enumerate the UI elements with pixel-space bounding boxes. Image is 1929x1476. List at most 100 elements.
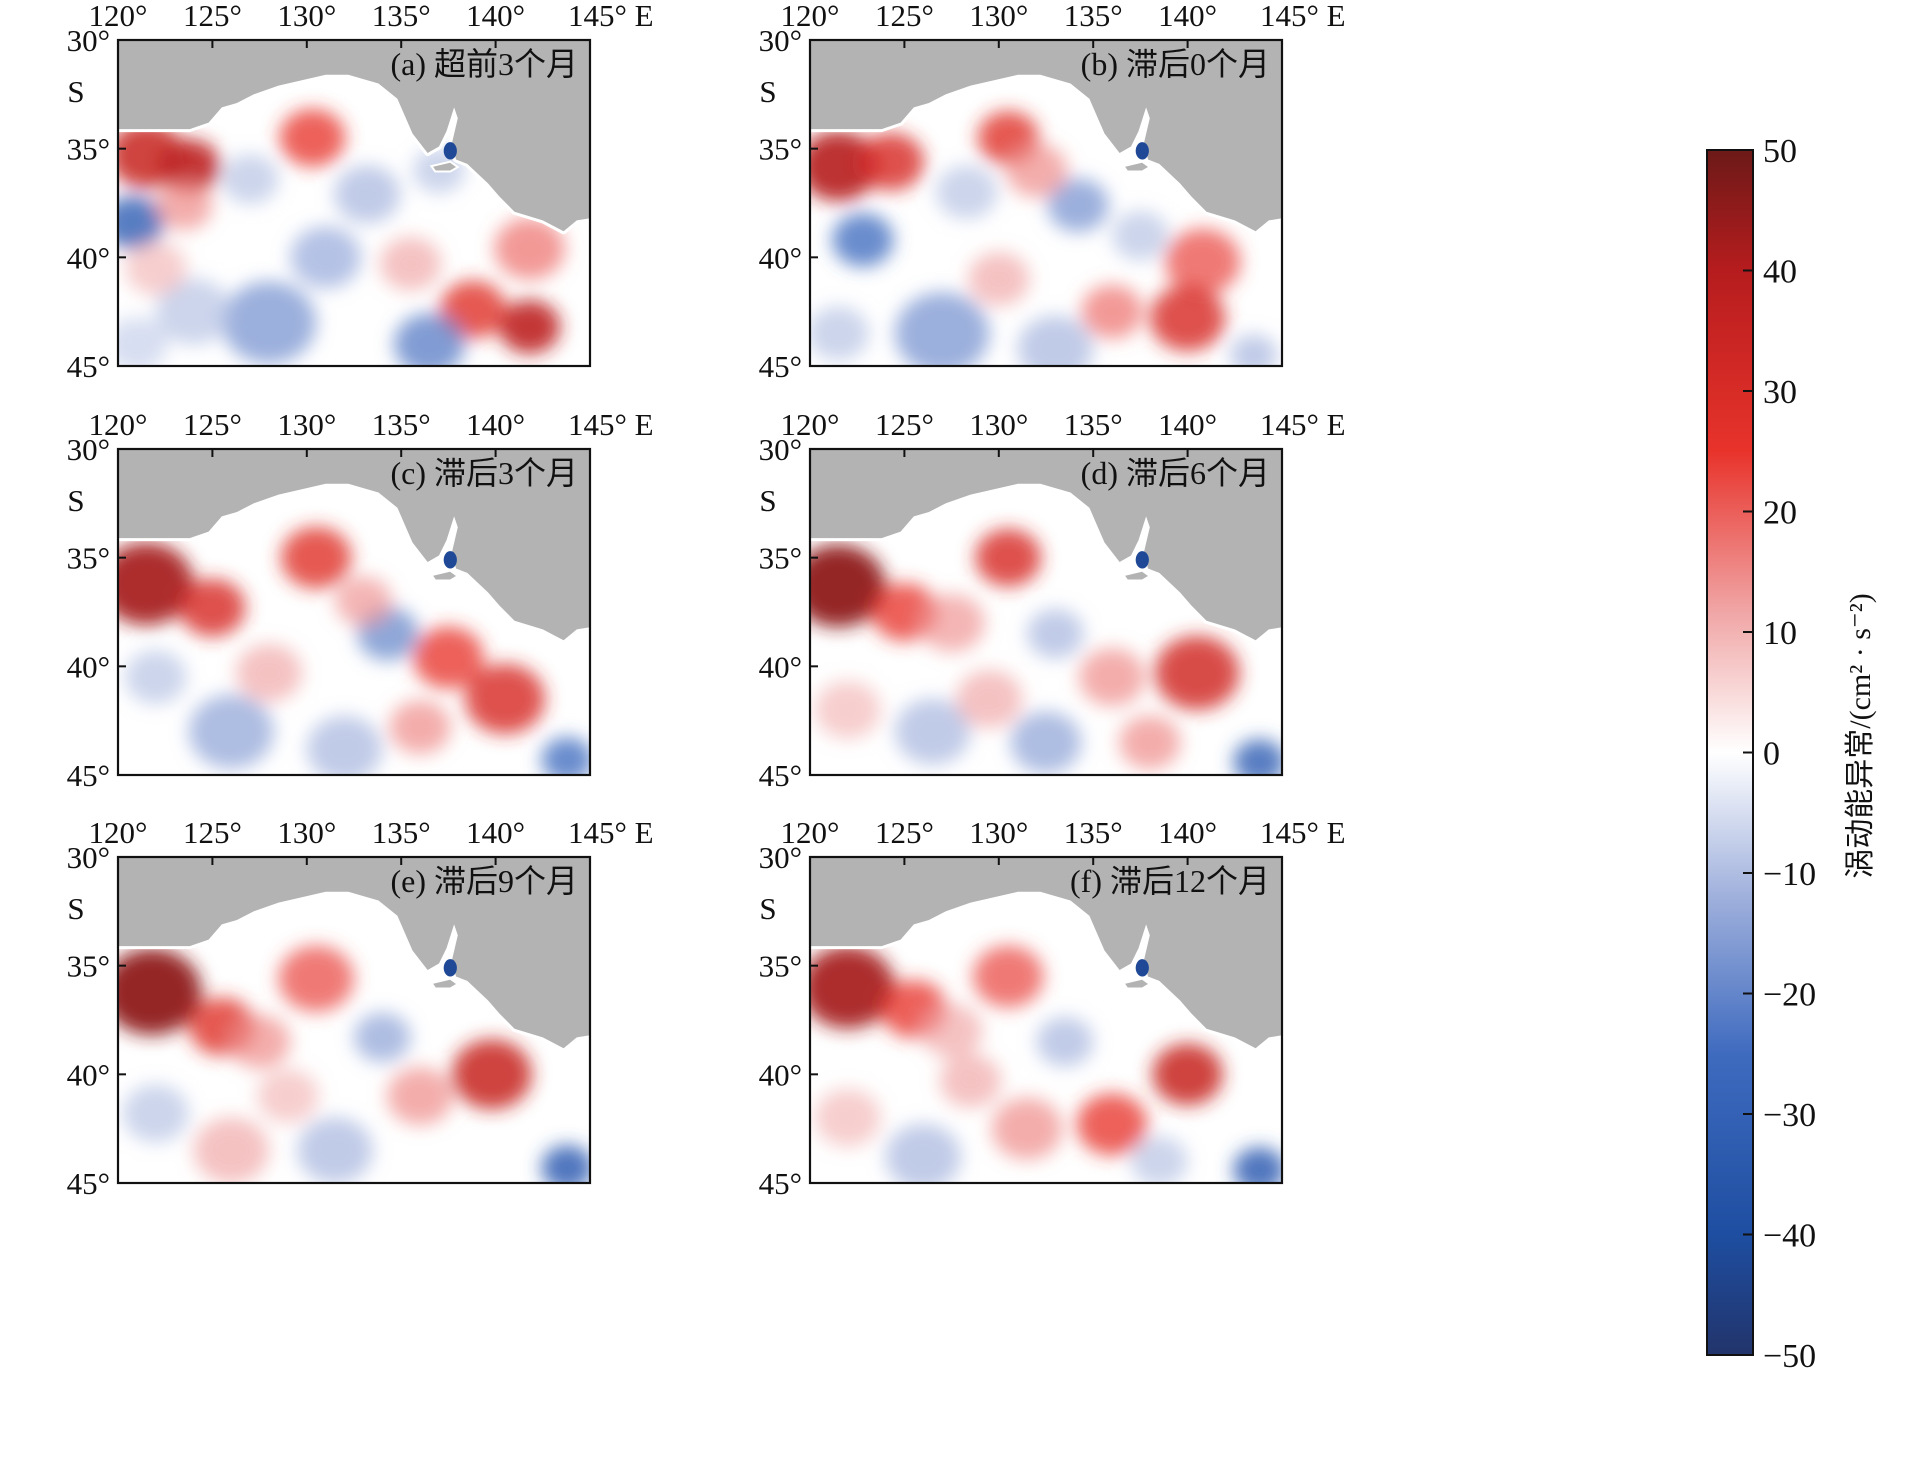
anomaly-blob	[1154, 635, 1240, 711]
map-frame	[116, 38, 592, 368]
anomaly-blob	[1017, 315, 1094, 366]
anomaly-blob	[894, 292, 990, 366]
anomaly-blob	[810, 946, 895, 1029]
anomaly-blob	[832, 213, 894, 267]
anomaly-blob	[1149, 285, 1226, 352]
colorbar-tick-label: −50	[1763, 1338, 1816, 1375]
x-tick-label: 145° E	[1260, 815, 1346, 850]
anomaly-blob	[464, 663, 546, 735]
x-tick-label: 135°	[1064, 815, 1123, 850]
colorbar-tick-label: 40	[1763, 254, 1797, 291]
island	[429, 569, 460, 582]
x-tick-label: 145° E	[1260, 0, 1346, 33]
panel-b: 120° 125° 130° 135° 140° 145° E 30° 35° 40° 45° S (…	[759, 0, 1346, 384]
anomaly-blob	[155, 180, 213, 230]
map-frame	[808, 38, 1284, 368]
x-tick-label: 120°	[781, 815, 840, 850]
anomaly-blob	[1233, 739, 1282, 775]
anomaly-blob	[290, 226, 362, 289]
anomaly-blob	[814, 1088, 881, 1147]
x-tick-label: 125°	[875, 815, 934, 850]
x-tick-label: 135°	[372, 407, 431, 442]
x-tick-label: 130°	[277, 407, 336, 442]
map-frame	[808, 447, 1284, 777]
anomaly-blob	[118, 317, 168, 366]
x-tick-label: 125°	[183, 407, 242, 442]
colorbar-tick-label: 20	[1763, 495, 1797, 532]
panel-a: 120° 125° 130° 135° 140° 145° E 30° 35° 40° 45° S (…	[67, 0, 654, 384]
x-tick-label: 130°	[969, 815, 1028, 850]
map-panels: 120° 125° 130° 135° 140° 145° E 30° 35° 40° 45° S (…	[67, 0, 1346, 1201]
x-tick-label: 140°	[466, 0, 525, 33]
y-tick-label: 30°	[759, 432, 802, 467]
gulf-anomaly	[1135, 551, 1149, 569]
anomaly-blob	[920, 1004, 983, 1058]
anomaly-blob	[936, 165, 998, 219]
anomaly-blob	[125, 241, 187, 296]
island	[1121, 160, 1152, 173]
colorbar-tick-label: −10	[1763, 856, 1816, 893]
anomaly-blob	[918, 593, 985, 652]
island	[429, 160, 460, 173]
map-frame	[116, 855, 592, 1185]
panel-title: (c) 滞后3个月	[390, 455, 578, 491]
x-tick-label: 130°	[969, 407, 1028, 442]
x-tick-label: 120°	[781, 407, 840, 442]
land-fill	[810, 857, 1282, 1049]
panel-d: 120° 125° 130° 135° 140° 145° E 30° 35° 40° 45° S (…	[759, 407, 1346, 793]
colorbar-tick-label: −20	[1763, 977, 1816, 1014]
y-tick-label: 30°	[759, 23, 802, 58]
anomaly-blob	[394, 313, 465, 366]
anomaly-blob	[1005, 143, 1068, 198]
anomaly-field	[118, 40, 590, 366]
land-fill	[118, 857, 590, 1049]
anomaly-blob	[498, 300, 561, 354]
anomaly-blob	[1079, 648, 1146, 707]
land-fill	[810, 40, 1282, 232]
anomaly-field	[810, 40, 1282, 366]
y-tick-label: 45°	[67, 349, 110, 384]
x-tick-label: 130°	[277, 815, 336, 850]
y-tick-label: 35°	[759, 541, 802, 576]
y-tick-label: 40°	[67, 1057, 110, 1092]
anomaly-blob	[413, 626, 484, 689]
colorbar-label: 涡动能异常/(cm² · s⁻²)	[1844, 593, 1877, 878]
anomaly-blob	[1130, 1136, 1188, 1183]
anomaly-blob	[297, 1117, 373, 1183]
anomaly-blob	[541, 1145, 590, 1183]
map-frame	[808, 855, 1284, 1185]
anomaly-blob	[278, 945, 354, 1012]
colorbar-tick-label: 30	[1763, 374, 1797, 411]
x-tick-label: 130°	[277, 0, 336, 33]
anomaly-blob	[118, 542, 194, 626]
anomaly-blob	[221, 154, 279, 204]
hemisphere-label: S	[67, 891, 84, 926]
anomaly-blob	[1027, 608, 1084, 659]
x-tick-label: 120°	[89, 815, 148, 850]
anomaly-blob	[335, 576, 392, 626]
panel-title: (e) 滞后9个月	[390, 863, 578, 899]
island	[1121, 977, 1152, 990]
y-tick-label: 40°	[67, 240, 110, 275]
panel-title: (a) 超前3个月	[390, 46, 578, 82]
anomaly-blob	[118, 948, 202, 1036]
anomaly-blob	[280, 526, 352, 589]
hemisphere-label: S	[759, 891, 776, 926]
y-tick-label: 40°	[759, 649, 802, 684]
anomaly-blob	[975, 528, 1042, 587]
y-tick-label: 40°	[67, 649, 110, 684]
anomaly-blob	[1010, 711, 1082, 774]
anomaly-blob	[991, 1097, 1063, 1160]
x-tick-label: 125°	[183, 0, 242, 33]
anomaly-blob	[1081, 284, 1143, 339]
anomaly-blob	[885, 1123, 962, 1183]
y-tick-label: 30°	[759, 840, 802, 875]
x-tick-label: 145° E	[568, 0, 654, 33]
y-tick-label: 45°	[759, 349, 802, 384]
colorbar-tick-label: 10	[1763, 615, 1797, 652]
panel-f: 120° 125° 130° 135° 140° 145° E 30° 35° 40° 45° S (…	[759, 815, 1346, 1201]
anomaly-blob	[1112, 210, 1169, 261]
x-tick-label: 120°	[781, 0, 840, 33]
gulf-anomaly	[1135, 142, 1149, 160]
